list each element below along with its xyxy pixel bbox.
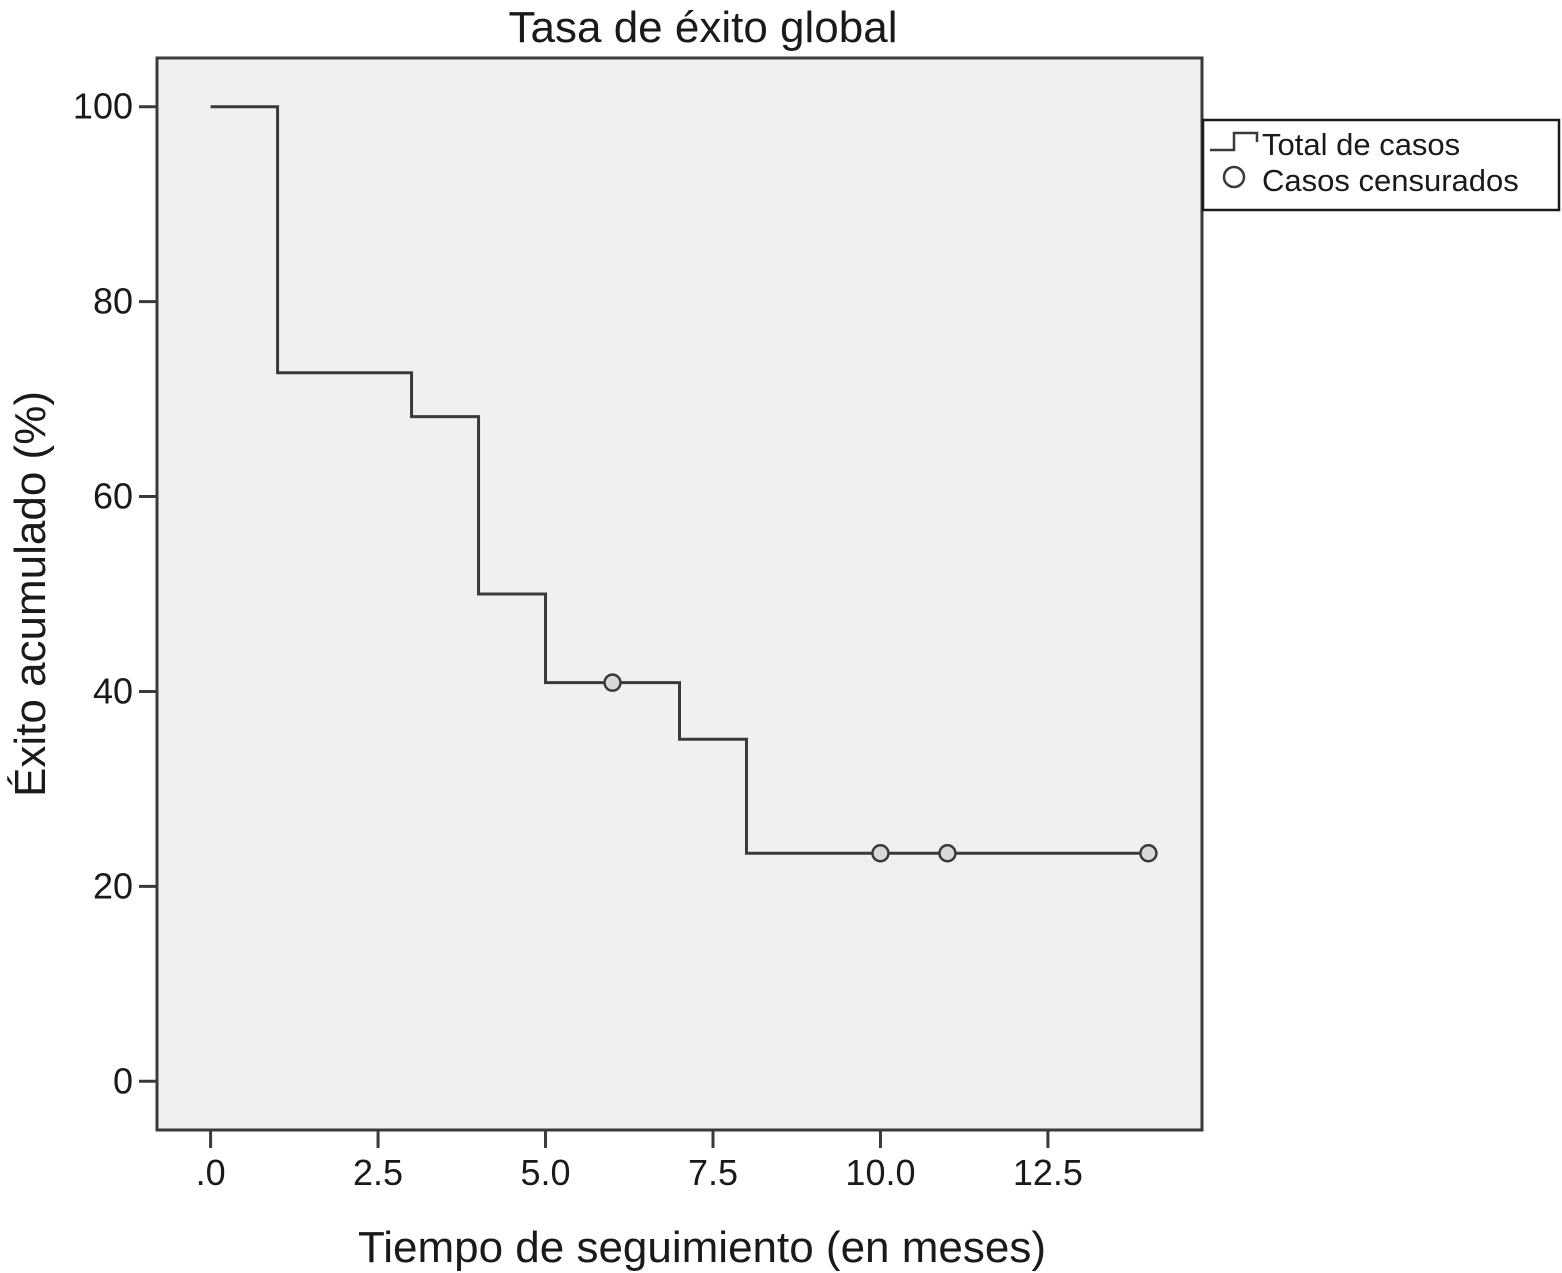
- y-tick-label: 80: [93, 281, 133, 322]
- censored-point: [938, 843, 957, 863]
- x-tick-label: 7.5: [688, 1152, 738, 1193]
- x-axis: .0 2.5 5.0 7.5 10.0 12.5: [196, 1130, 1083, 1193]
- x-tick-label: 5.0: [521, 1152, 571, 1193]
- y-tick-label: 0: [113, 1060, 133, 1101]
- censored-point: [603, 673, 622, 692]
- y-axis-label: Éxito acumulado (%): [6, 391, 55, 797]
- plot-area: [155, 56, 1204, 1132]
- y-tick-label: 20: [93, 865, 133, 906]
- y-tick-label: 40: [93, 670, 133, 711]
- x-tick-label: 10.0: [845, 1152, 915, 1193]
- survival-step-line: [210, 105, 1149, 855]
- legend-circle-icon: [1222, 165, 1246, 189]
- y-axis: 0 20 40 60 80 100: [73, 86, 157, 1101]
- series-line-group: [210, 105, 1149, 855]
- legend: Total de casos Casos censurados: [1201, 118, 1561, 212]
- x-tick-label: 12.5: [1013, 1152, 1083, 1193]
- legend-label-total: Total de casos: [1262, 127, 1460, 162]
- legend-step-icon: [1210, 131, 1259, 152]
- x-tick-label: .0: [196, 1152, 226, 1193]
- x-tick-label: 2.5: [353, 1152, 403, 1193]
- y-tick-label: 60: [93, 476, 133, 517]
- legend-label-censored: Casos censurados: [1262, 163, 1519, 198]
- censored-markers: [603, 673, 1158, 863]
- censored-point: [1139, 843, 1158, 863]
- chart-title: Tasa de éxito global: [509, 3, 898, 52]
- censored-point: [871, 843, 890, 863]
- legend-box: [1201, 118, 1561, 212]
- y-tick-label: 100: [73, 86, 133, 127]
- x-axis-label: Tiempo de seguimiento (en meses): [358, 1223, 1046, 1272]
